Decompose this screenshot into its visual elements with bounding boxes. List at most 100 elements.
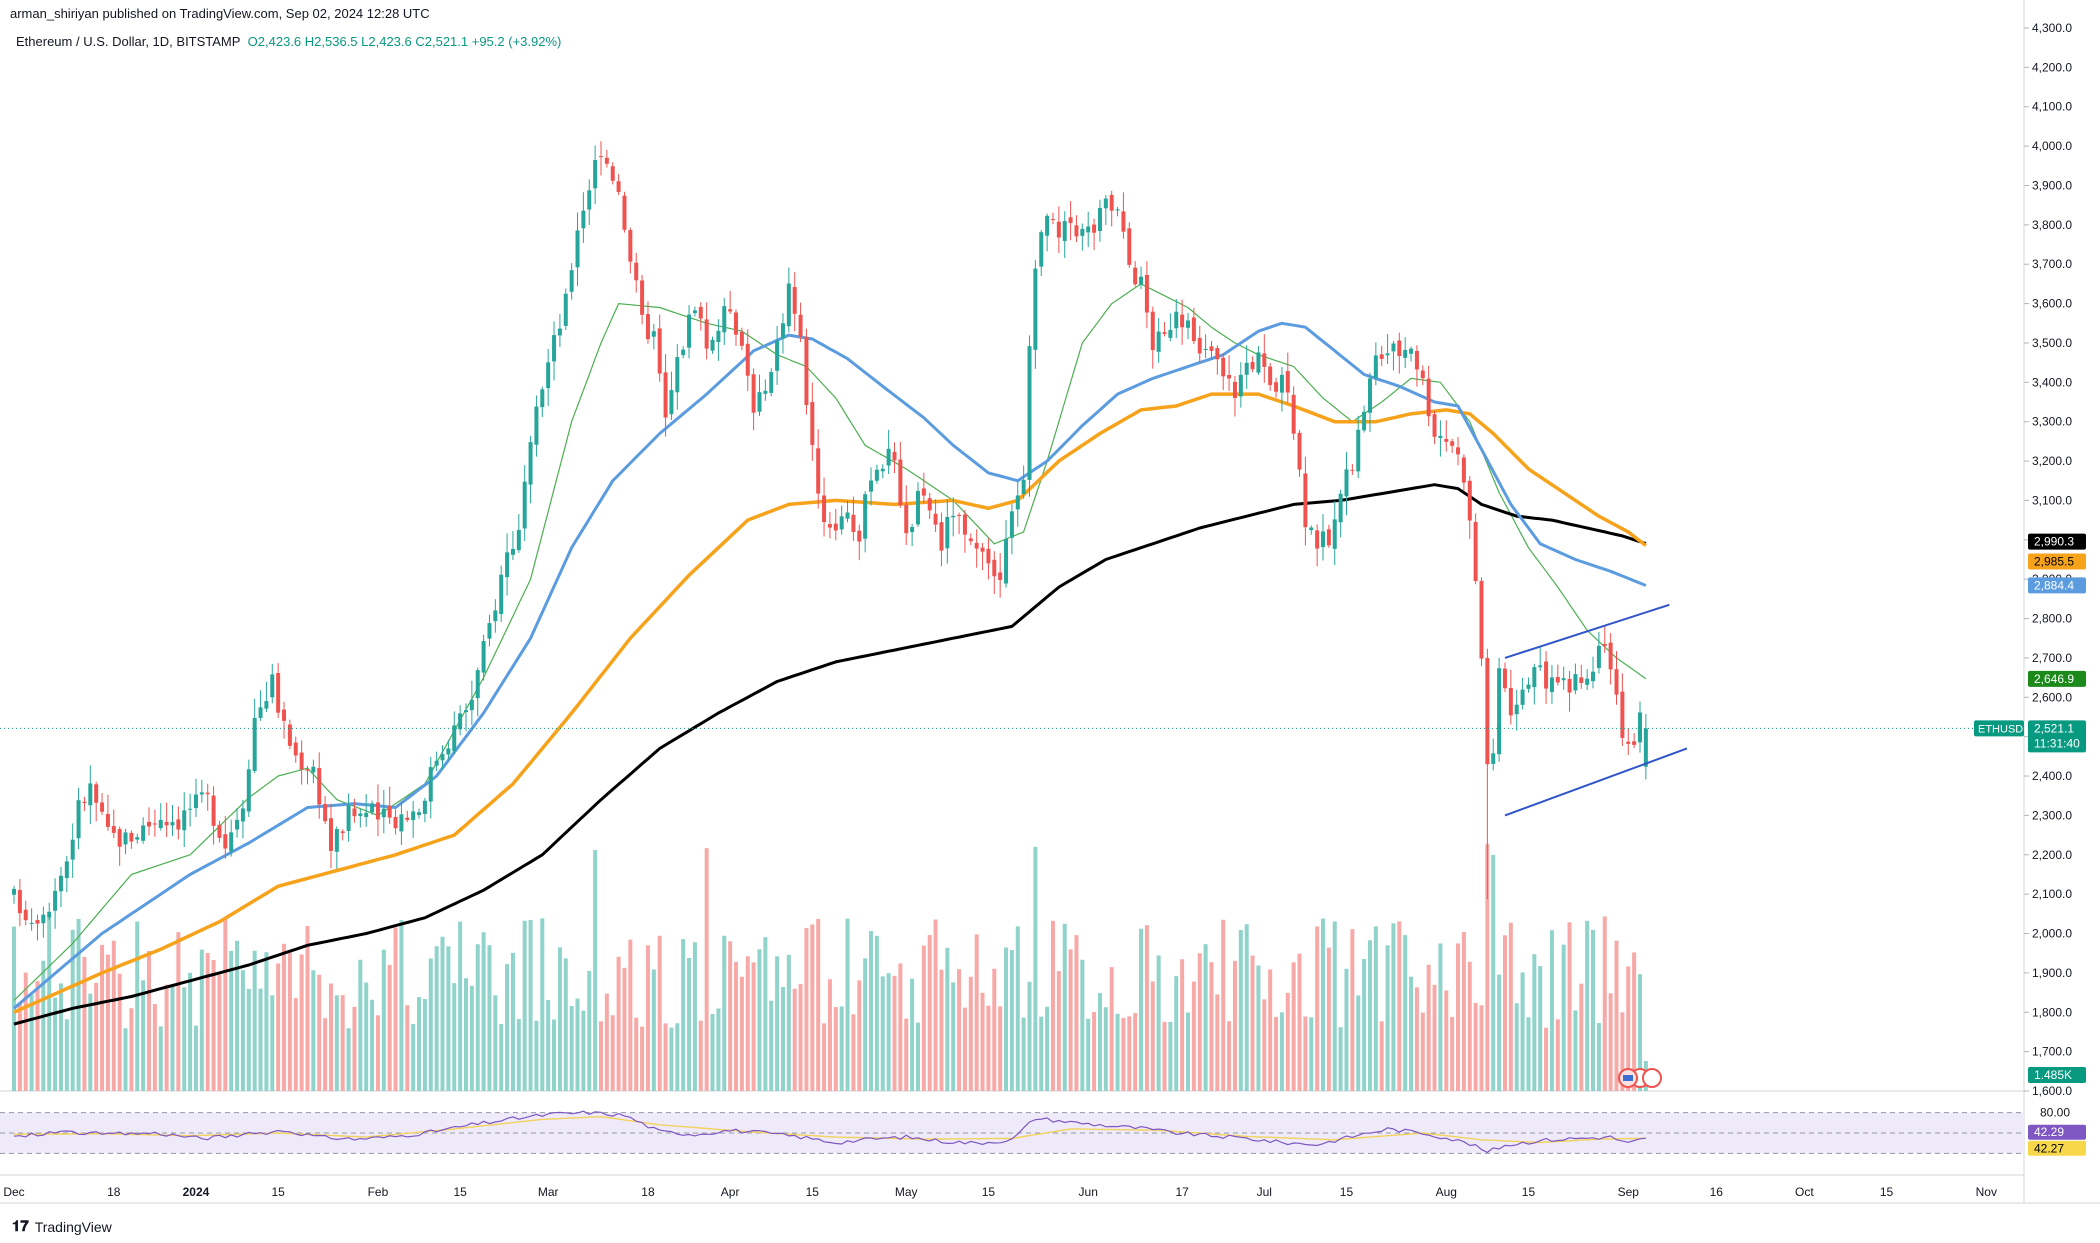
volume-bar xyxy=(105,954,110,1091)
candle-body xyxy=(105,813,110,827)
candle-body xyxy=(1174,311,1179,329)
volume-bar xyxy=(1350,929,1355,1091)
volume-bar xyxy=(129,1008,134,1091)
price-tick-label: 1,600.0 xyxy=(2032,1084,2072,1098)
volume-bar xyxy=(1021,1017,1026,1091)
candle-body xyxy=(123,832,128,845)
candle-body xyxy=(833,523,838,531)
candle-body xyxy=(510,548,515,555)
symbol-name[interactable]: Ethereum / U.S. Dollar, 1D, BITSTAMP xyxy=(16,34,241,49)
volume-bar xyxy=(1015,926,1020,1091)
volume-bar xyxy=(417,997,422,1091)
candle-body xyxy=(992,559,997,577)
time-tick-label: Oct xyxy=(1795,1185,1814,1199)
volume-bar xyxy=(1109,967,1114,1091)
candle-body xyxy=(675,357,680,393)
volume-bar xyxy=(1279,1012,1284,1091)
time-tick-label: 15 xyxy=(1522,1185,1536,1199)
candle-body xyxy=(1092,224,1097,233)
volume-bar xyxy=(1403,935,1408,1091)
candle-body xyxy=(710,339,715,351)
candle-body xyxy=(323,804,328,822)
tradingview-logo[interactable]: 𝟏𝟕 TradingView xyxy=(12,1218,112,1235)
volume-bar xyxy=(469,985,474,1091)
volume-bar xyxy=(1097,992,1102,1091)
volume-bar xyxy=(311,970,316,1091)
candle-body xyxy=(722,306,727,333)
rsi-pane[interactable]: 80.00 xyxy=(0,1106,2070,1154)
candle-body xyxy=(1608,642,1613,670)
candle-body xyxy=(41,914,46,924)
candle-body xyxy=(569,270,574,292)
candle-body xyxy=(557,328,562,336)
volume-bar xyxy=(569,1006,574,1091)
volume-bar xyxy=(422,998,427,1091)
candle-body xyxy=(1256,352,1261,373)
candle-body xyxy=(1637,712,1642,743)
trend-channel[interactable] xyxy=(1504,603,1688,817)
candle-body xyxy=(252,717,257,772)
candle-body xyxy=(417,812,422,816)
candle-body xyxy=(869,480,874,492)
volume-bar xyxy=(211,960,216,1091)
volume-bar xyxy=(346,1028,351,1091)
volume-bar xyxy=(1508,922,1513,1091)
candle-body xyxy=(223,834,228,849)
volume-bar xyxy=(927,935,932,1091)
volume-bar xyxy=(998,1006,1003,1091)
candles[interactable] xyxy=(12,141,1648,941)
candle-body xyxy=(1602,644,1607,646)
candle-body xyxy=(751,374,756,413)
volume-bar xyxy=(364,982,369,1091)
candle-body xyxy=(1362,411,1367,431)
candle-body xyxy=(1221,357,1226,377)
volume-bar xyxy=(340,995,345,1091)
volume-bar xyxy=(282,943,287,1091)
volume-bar xyxy=(387,964,392,1091)
volume-bar xyxy=(1050,920,1055,1091)
volume-bar xyxy=(634,1017,639,1091)
volume-bar xyxy=(1444,990,1449,1091)
volume-bar xyxy=(147,951,152,1091)
volume-bar xyxy=(229,950,234,1091)
volume-bar xyxy=(446,946,451,1091)
candle-body xyxy=(687,314,692,348)
volume-bar xyxy=(816,918,821,1091)
candle-body xyxy=(1321,531,1326,548)
price-tick-label: 4,300.0 xyxy=(2032,21,2072,35)
volume-bar xyxy=(898,963,903,1091)
time-tick-label: 16 xyxy=(1710,1185,1724,1199)
candle-body xyxy=(305,769,310,771)
candle-body xyxy=(804,336,809,406)
candle-body xyxy=(1532,667,1537,688)
volume-bar xyxy=(681,939,686,1091)
candle-body xyxy=(1614,669,1619,695)
candle-body xyxy=(1250,362,1255,370)
sma20-value-label-box xyxy=(2028,670,2086,687)
candle-body xyxy=(117,829,122,847)
volume-bar xyxy=(575,998,580,1091)
volume-bar xyxy=(1467,961,1472,1091)
volume-bar xyxy=(252,950,257,1091)
volume-bar xyxy=(540,918,545,1091)
candle-body xyxy=(287,724,292,746)
price-tick-label: 3,700.0 xyxy=(2032,257,2072,271)
candle-body xyxy=(1215,348,1220,360)
candle-body xyxy=(915,490,920,525)
time-axis[interactable]: Dec 18 2024 15 Feb 15 Mar 18 Apr 15 May 15 Jun 17 Jul 1… xyxy=(3,1185,1997,1199)
volume-bar xyxy=(170,986,175,1091)
candle-body xyxy=(716,330,721,342)
flag-icon[interactable] xyxy=(1618,1068,1662,1088)
candle-body xyxy=(552,335,557,362)
candle-body xyxy=(1274,382,1279,392)
volume-bar xyxy=(47,916,52,1091)
candle-body xyxy=(293,742,298,756)
candle-body xyxy=(1115,209,1120,211)
sma100-line xyxy=(13,392,1647,1014)
candle-body xyxy=(616,181,621,192)
price-tick-label: 2,000.0 xyxy=(2032,927,2072,941)
candle-body xyxy=(998,572,1003,580)
volume-bar xyxy=(1344,968,1349,1091)
candle-body xyxy=(1626,741,1631,744)
